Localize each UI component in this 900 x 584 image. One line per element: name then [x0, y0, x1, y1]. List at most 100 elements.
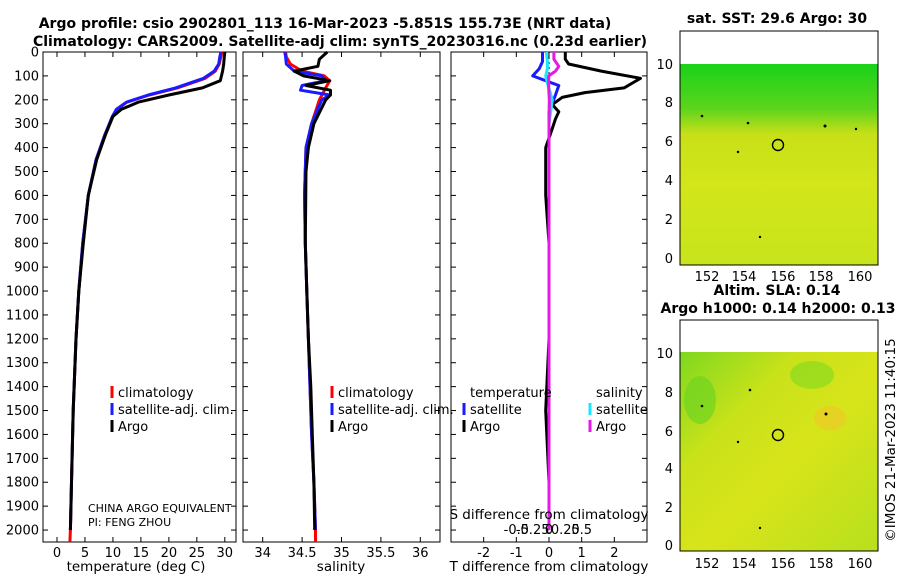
x-tick-label: 35 [333, 546, 350, 561]
x-tick-label: 2 [610, 546, 618, 561]
depth-tick-label: 200 [14, 93, 39, 108]
depth-tick-label: 400 [14, 141, 39, 156]
legend-label-climatology: climatology [118, 386, 194, 401]
island-mark [736, 150, 740, 154]
island-mark [758, 235, 762, 239]
figure-title-line-1: Argo profile: csio 2902801_113 16-Mar-20… [39, 16, 612, 32]
salinity-legend: climatology satellite-adj. clim. Argo [330, 386, 454, 435]
sst-xtick-label: 154 [732, 270, 757, 285]
s-difference-tick-label: -0.5 [504, 523, 529, 538]
plot-area [242, 51, 441, 543]
series-salinity-argo [547, 52, 561, 530]
figure-title-line-2: Climatology: CARS2009. Satellite-adj cli… [33, 34, 647, 50]
x-tick-label: 30 [217, 546, 234, 561]
sla-xtick-label: 156 [771, 557, 796, 572]
legend-label-argo: Argo [338, 420, 368, 435]
depth-tick-label: 1800 [6, 476, 39, 491]
sla-high-anomaly [814, 406, 846, 430]
sla-map: 0 2 4 6 8 10 152 154 156 158 160 [656, 319, 879, 572]
island-mark [736, 440, 740, 444]
depth-tick-label: 800 [14, 237, 39, 252]
x-tick-label: 36 [412, 546, 429, 561]
sla-ytick-label: 6 [665, 425, 673, 440]
sla-map-subtitle: Argo h1000: 0.14 h2000: 0.13 [660, 301, 895, 317]
island-mark [748, 388, 752, 392]
depth-tick-label: 2000 [6, 524, 39, 539]
depth-tick-label: 0 [31, 46, 39, 61]
legend-label-climatology: climatology [338, 386, 414, 401]
x-tick-label: 10 [105, 546, 122, 561]
x-tick-label: 34.5 [288, 546, 317, 561]
x-tick-label: 35.5 [366, 546, 395, 561]
sla-xtick-label: 152 [695, 557, 720, 572]
legend-label-argo: Argo [118, 420, 148, 435]
depth-tick-label: 600 [14, 189, 39, 204]
legend-heading-temperature: temperature [470, 386, 552, 401]
legend-label-satellite: satellite-adj. clim. [338, 403, 454, 418]
sla-ytick-label: 4 [665, 462, 673, 477]
x-tick-label: 5 [81, 546, 89, 561]
sst-xtick-label: 152 [695, 270, 720, 285]
sla-xtick-label: 160 [848, 557, 873, 572]
sla-xtick-label: 154 [732, 557, 757, 572]
sst-ytick-label: 6 [665, 135, 673, 150]
depth-tick-label: 1900 [6, 500, 39, 515]
salinity-panel: 34 34.5 35 35.5 36 [242, 50, 441, 561]
t-difference-xlabel: T difference from climatology [449, 559, 649, 575]
s-difference-tick-label: 0 [545, 523, 553, 538]
sst-ytick-label: 10 [656, 58, 673, 73]
x-tick-label: -1 [510, 546, 523, 561]
s-difference-tick-label: 0.25 [551, 523, 580, 538]
argo-float-marker [771, 428, 785, 442]
argo-float-marker [771, 138, 785, 152]
island-mark [854, 127, 858, 131]
x-tick-label: 15 [133, 546, 150, 561]
x-tick-label: 0 [53, 546, 61, 561]
s-difference-tick-label: -0.25 [516, 523, 550, 538]
sst-map-title: sat. SST: 29.6 Argo: 30 [687, 11, 867, 27]
contributor-note: CHINA ARGO EQUIVALENT [88, 502, 232, 515]
sst-map-border [679, 30, 879, 266]
island-mark [700, 114, 704, 118]
imos-timestamp: ©IMOS 21-Mar-2023 11:40:15 [883, 338, 899, 541]
depth-tick-label: 1400 [6, 380, 39, 395]
depth-tick-label: 1700 [6, 452, 39, 467]
sst-x-ticks: 152 154 156 158 160 [695, 270, 873, 285]
sst-y-ticks: 0 2 4 6 8 10 [656, 58, 673, 267]
sla-x-ticks: 152 154 156 158 160 [695, 557, 873, 572]
sst-xtick-label: 160 [848, 270, 873, 285]
depth-tick-label: 700 [14, 213, 39, 228]
island-mark [700, 404, 704, 408]
legend-label-s-argo: Argo [596, 420, 626, 435]
depth-tick-label: 1200 [6, 332, 39, 347]
temperature-panel: 0 5 10 15 20 25 300100200300400500600700800900… [6, 46, 237, 561]
sla-map-border [679, 319, 879, 552]
sla-ytick-label: 2 [665, 501, 673, 516]
depth-tick-label: 500 [14, 165, 39, 180]
legend-label-t-argo: Argo [470, 420, 500, 435]
depth-tick-label: 1100 [6, 308, 39, 323]
sst-ytick-label: 2 [665, 213, 673, 228]
sla-ytick-label: 0 [665, 539, 673, 554]
temperature-xlabel: temperature (deg C) [67, 559, 206, 575]
depth-tick-label: 1300 [6, 356, 39, 371]
sla-y-ticks: 0 2 4 6 8 10 [656, 347, 673, 554]
sst-field [680, 64, 878, 265]
salinity-xlabel: salinity [317, 559, 365, 575]
sla-xtick-label: 158 [809, 557, 834, 572]
island-mark [746, 121, 750, 125]
sla-ytick-label: 10 [656, 347, 673, 362]
difference-legend: temperature salinity satellite Argo sate… [462, 386, 648, 435]
x-tick-label: 20 [161, 546, 178, 561]
x-tick-label: 0 [545, 546, 553, 561]
legend-label-satellite: satellite-adj. clim. [118, 403, 234, 418]
legend-heading-salinity: salinity [596, 386, 643, 401]
sla-field [680, 352, 878, 551]
sst-map: 0 2 4 6 8 10 152 154 156 158 160 [656, 30, 879, 285]
x-tick-label: 25 [189, 546, 206, 561]
s-difference-tick-label: 0.5 [571, 523, 592, 538]
depth-tick-label: 300 [14, 117, 39, 132]
sst-ytick-label: 0 [665, 252, 673, 267]
depth-tick-label: 1000 [6, 285, 39, 300]
